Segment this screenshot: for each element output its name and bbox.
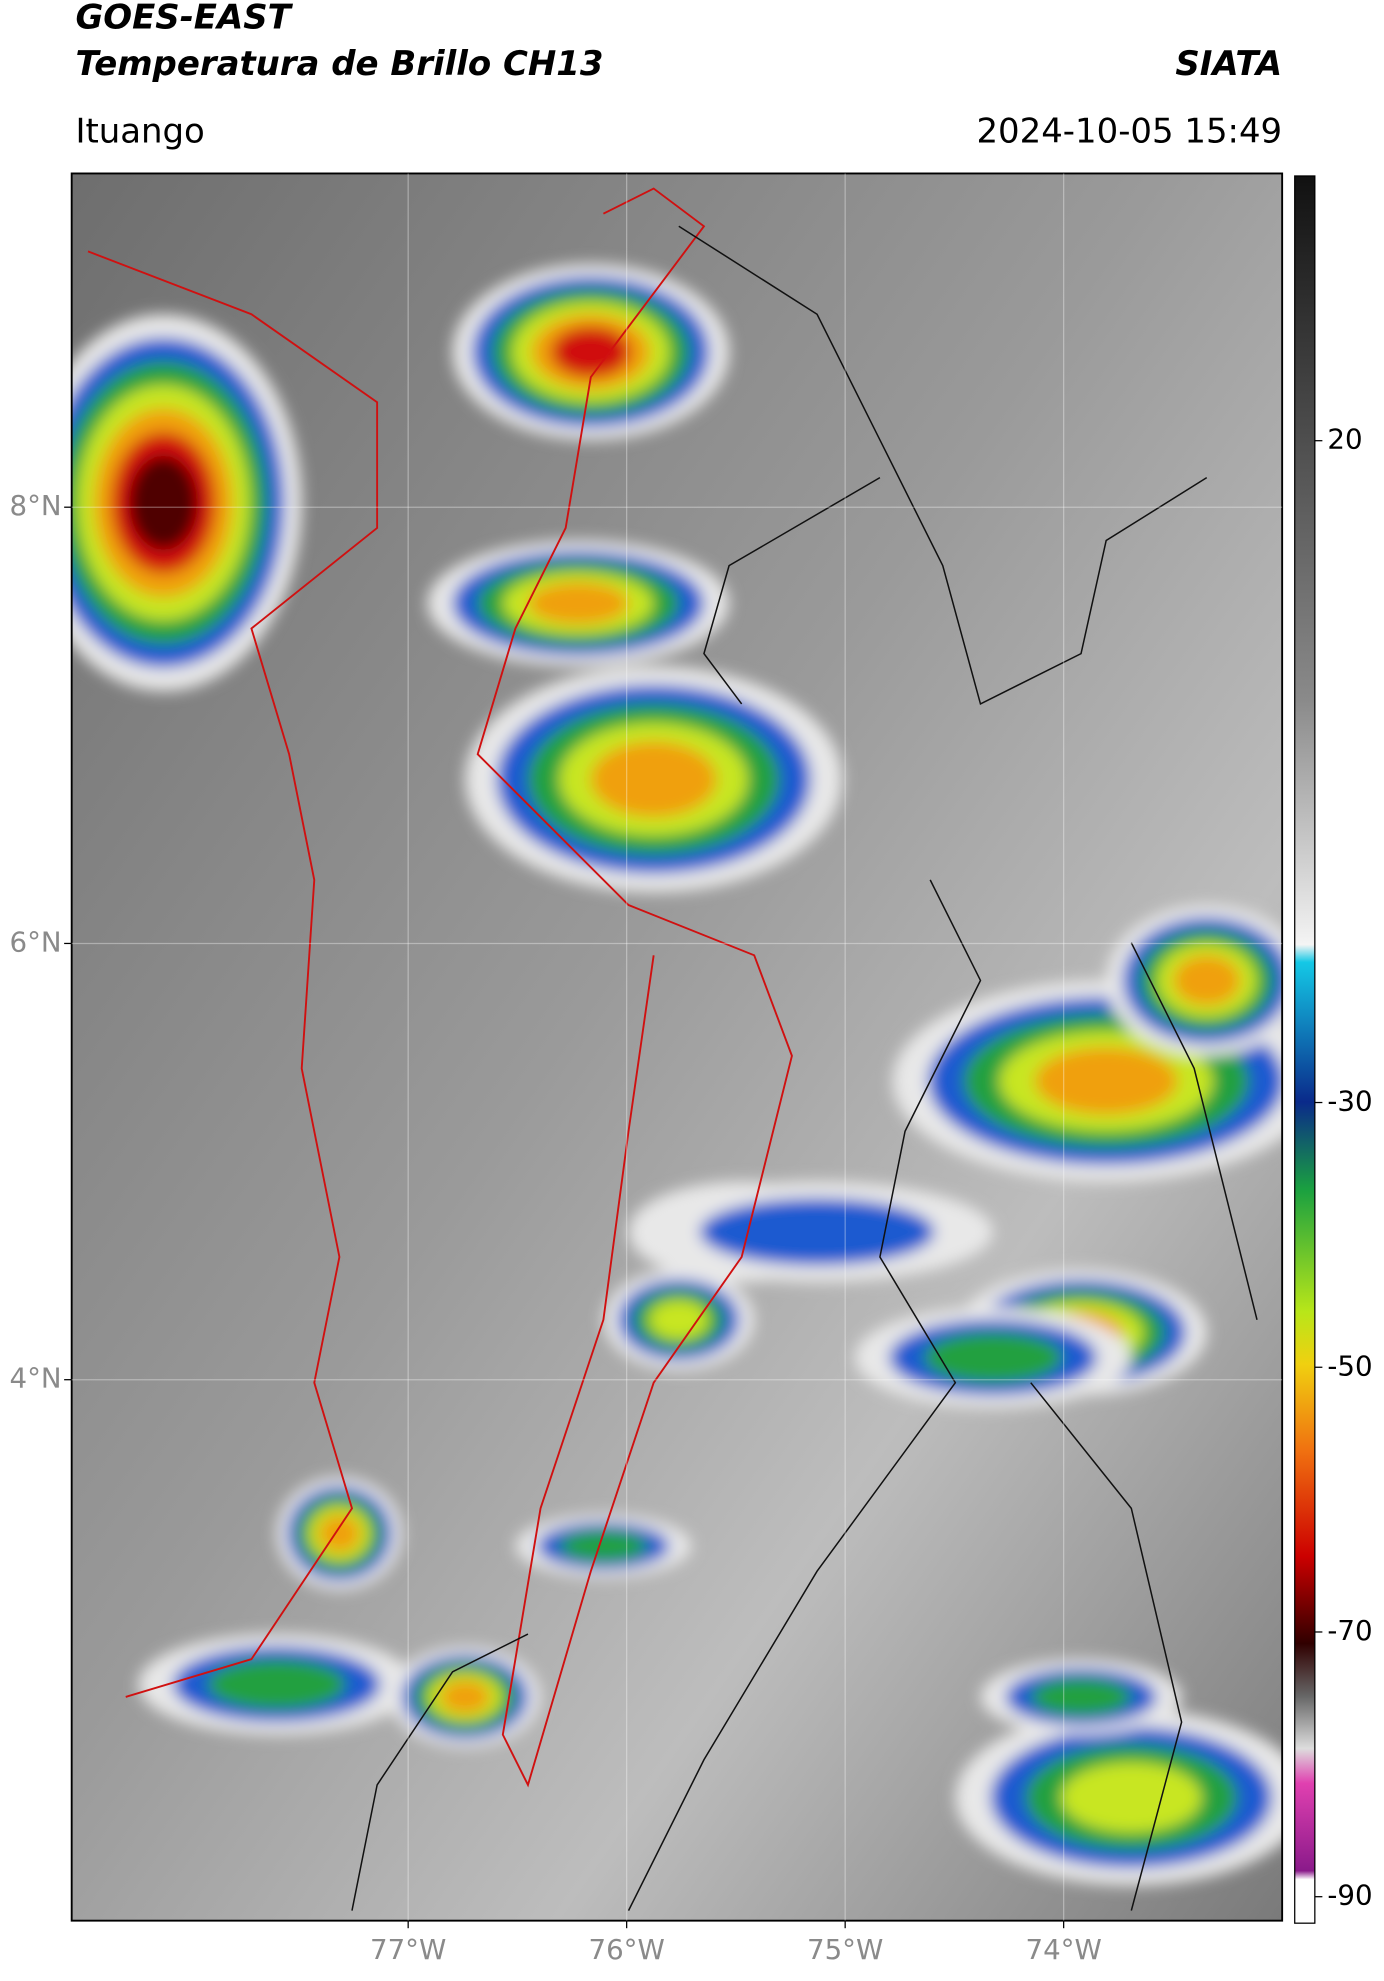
cloud bbox=[207, 1659, 346, 1710]
product: Temperatura de Brillo CH13 bbox=[75, 45, 603, 84]
cloud bbox=[923, 1332, 1063, 1383]
satellite: GOES-EAST bbox=[75, 0, 293, 37]
cloud bbox=[1034, 1047, 1178, 1115]
cloud bbox=[1173, 955, 1241, 1006]
source: SIATA bbox=[1175, 45, 1282, 84]
cloud bbox=[527, 582, 629, 625]
cloud bbox=[439, 1680, 491, 1714]
colorbar-tick-label: -30 bbox=[1327, 1085, 1372, 1118]
cloud bbox=[1060, 1762, 1202, 1833]
y-tick-label: 8°N bbox=[10, 489, 62, 522]
colorbar bbox=[1294, 175, 1316, 1924]
cloud bbox=[648, 1299, 709, 1340]
datetime: 2024-10-05 15:49 bbox=[976, 113, 1282, 152]
colorbar-tick-label: -70 bbox=[1327, 1614, 1372, 1647]
cloud bbox=[1030, 1678, 1132, 1716]
cloud bbox=[128, 455, 199, 550]
map-frame bbox=[70, 172, 1284, 1922]
cloud bbox=[590, 741, 717, 818]
y-tick-label: 4°N bbox=[10, 1362, 62, 1395]
imagery bbox=[71, 173, 1283, 1921]
x-tick-label: 74°W bbox=[1025, 1933, 1101, 1966]
location: Ituango bbox=[75, 113, 204, 152]
colorbar-tick-label: -50 bbox=[1327, 1349, 1372, 1382]
x-tick-label: 77°W bbox=[370, 1933, 446, 1966]
x-tick-label: 76°W bbox=[588, 1933, 664, 1966]
y-tick-label: 6°N bbox=[10, 925, 62, 958]
cloud bbox=[551, 326, 631, 378]
colorbar-tick-label: 20 bbox=[1327, 423, 1362, 456]
cloud bbox=[699, 1198, 935, 1266]
cloud bbox=[559, 1530, 648, 1562]
x-tick-label: 75°W bbox=[807, 1933, 883, 1966]
cloud bbox=[318, 1514, 361, 1553]
colorbar-tick-label: -90 bbox=[1327, 1879, 1372, 1912]
